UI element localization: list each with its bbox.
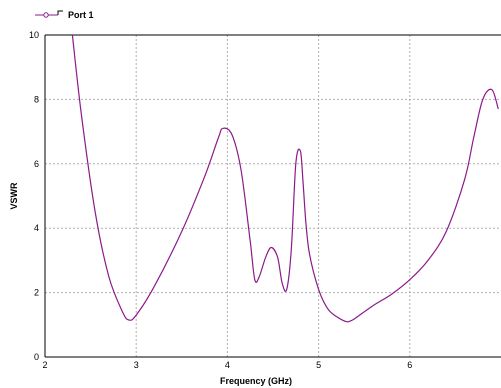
y-tick-label: 6 bbox=[34, 159, 39, 169]
legend-swatch-marker bbox=[43, 12, 49, 18]
x-tick-label: 4 bbox=[225, 360, 230, 370]
x-axis-title: Frequency (GHz) bbox=[220, 376, 292, 386]
plot-background bbox=[45, 35, 501, 357]
x-tick-label: 5 bbox=[316, 360, 321, 370]
y-tick-label: 8 bbox=[34, 94, 39, 104]
legend: Port 1 bbox=[35, 10, 94, 20]
y-tick-labels: 0 2 4 6 8 10 bbox=[29, 30, 39, 362]
x-tick-labels: 2 3 4 5 6 bbox=[42, 360, 412, 370]
y-tick-label: 2 bbox=[34, 288, 39, 298]
x-tick-label: 6 bbox=[407, 360, 412, 370]
series-layer bbox=[71, 34, 499, 323]
y-axis-title: VSWR bbox=[9, 182, 19, 210]
x-tick-label: 3 bbox=[134, 360, 139, 370]
y-tick-label: 4 bbox=[34, 223, 39, 233]
y-tick-label: 0 bbox=[34, 352, 39, 362]
x-tick-label: 2 bbox=[42, 360, 47, 370]
grid-lines bbox=[45, 35, 501, 357]
series-line-port-1 bbox=[71, 34, 499, 323]
legend-label-port-1: Port 1 bbox=[68, 10, 94, 20]
legend-flag-icon bbox=[57, 10, 63, 15]
y-tick-label: 10 bbox=[29, 30, 39, 40]
